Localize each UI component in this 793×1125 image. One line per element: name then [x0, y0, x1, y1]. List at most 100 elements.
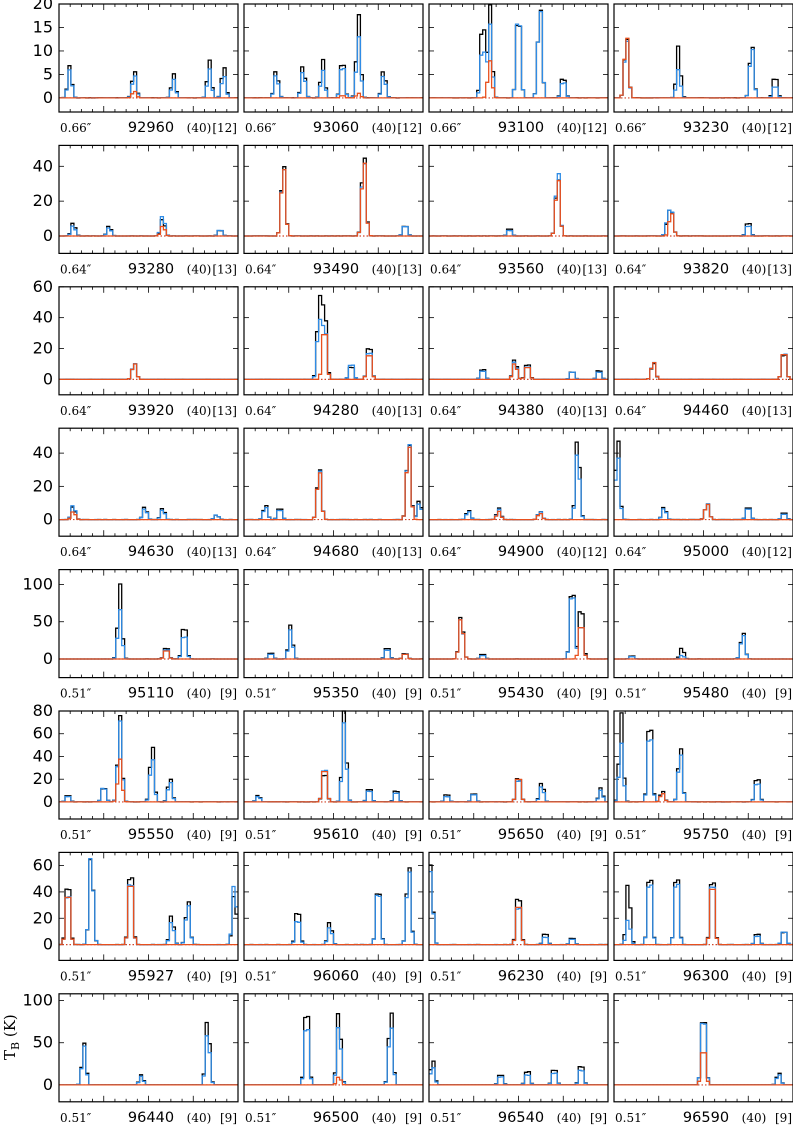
spectrum-series-black	[244, 157, 423, 237]
spectrum-series-blue	[244, 871, 423, 946]
y-tick-label: 20	[33, 476, 53, 495]
panel-frame	[58, 3, 239, 113]
index-label: [12]	[582, 121, 607, 135]
frequency-label: 93230	[683, 120, 729, 136]
y-tick-label: 50	[33, 612, 53, 631]
beam-label: 0.51″	[60, 1111, 92, 1125]
index-label: [13]	[397, 404, 422, 418]
frequency-label: 93920	[128, 403, 174, 419]
panel-frame	[613, 286, 793, 396]
frequency-label: 95610	[313, 827, 359, 843]
spectrum-series-red	[614, 37, 793, 99]
frequency-label: 94380	[498, 403, 544, 419]
spectrum-panel: 0.51″ 95550 (40) [9]	[58, 710, 239, 843]
index-label: [9]	[405, 1111, 422, 1125]
spectrum-series-blue	[59, 609, 238, 660]
spectrum-series-red	[614, 1052, 793, 1086]
frequency-label: 94280	[313, 403, 359, 419]
velocity-label: (40)	[187, 121, 212, 135]
panel-frame	[613, 710, 793, 820]
spectrum-series-red	[614, 793, 793, 803]
spectrum-series-black	[614, 209, 793, 237]
panel-frame	[428, 568, 609, 679]
index-label: [13]	[397, 262, 422, 276]
spectrum-series-black	[244, 710, 423, 803]
spectrum-series-black	[429, 864, 608, 946]
spectrum-series-blue	[244, 318, 423, 381]
y-tick-label: 20	[33, 339, 53, 358]
index-label: [9]	[590, 1111, 607, 1125]
spectrum-series-blue	[59, 1035, 238, 1086]
spectrum-panel: 0.51″ 95110 (40) [9]	[58, 568, 239, 702]
spectrum-series-blue	[59, 720, 238, 803]
beam-label: 0.64″	[615, 404, 647, 418]
spectrum-series-red	[59, 511, 238, 521]
spectrum-panel: 0.64″ 93280 (40) [13]	[58, 144, 239, 277]
spectrum-series-red	[614, 503, 793, 521]
spectrum-panel: 0.51″ 96540 (40) [9]	[428, 993, 609, 1125]
panel-frame	[428, 851, 609, 962]
spectrum-series-black	[244, 294, 423, 381]
y-tick-label: 0	[43, 369, 53, 388]
spectrum-series-red	[59, 650, 238, 660]
velocity-label: (40)	[557, 545, 582, 559]
y-tick-label: 0	[43, 226, 53, 245]
velocity-label: (40)	[187, 262, 212, 276]
y-tick-label: 20	[33, 769, 53, 788]
spectrum-series-blue	[59, 505, 238, 521]
panel-frame	[243, 144, 424, 254]
spectrum-series-black	[614, 1021, 793, 1086]
spectrum-series-red	[59, 758, 238, 803]
spectrum-series-red	[614, 213, 793, 237]
frequency-label: 95110	[128, 686, 174, 702]
y-tick-label: 40	[33, 443, 53, 462]
y-tick-label: 20	[33, 908, 53, 927]
y-tick-label: 60	[33, 856, 53, 875]
panel-frame	[613, 427, 793, 537]
frequency-label: 92960	[128, 120, 174, 136]
spectrum-panel: 0.51″ 95610 (40) [9]	[243, 710, 424, 843]
spectrum-series-red	[244, 334, 423, 381]
beam-label: 0.51″	[60, 828, 92, 842]
frequency-label: 96300	[683, 968, 729, 984]
spectrum-panel: 0.64″ 93820 (40) [13]	[613, 144, 793, 277]
index-label: [9]	[775, 687, 792, 701]
panel-frame	[243, 851, 424, 962]
frequency-label: 93280	[128, 261, 174, 277]
frequency-label: 94630	[128, 544, 174, 560]
spectrum-series-red	[429, 180, 608, 237]
spectrum-series-black	[59, 219, 238, 237]
panel-frame	[58, 568, 239, 679]
beam-label: 0.51″	[245, 687, 277, 701]
velocity-label: (40)	[742, 1111, 767, 1125]
spectrum-panel: 0.51″ 96300 (40) [9]	[613, 851, 793, 984]
panel-frame	[428, 427, 609, 537]
spectrum-series-red	[614, 354, 793, 381]
y-tick-label: 60	[33, 277, 53, 296]
velocity-label: (40)	[187, 969, 212, 983]
spectrum-series-blue	[614, 739, 793, 803]
spectrum-panel: 0.66″ 93060 (40) [12]	[243, 3, 424, 136]
panel-frame	[58, 427, 239, 537]
spectrum-panel: 0.51″ 95750 (40) [9]	[613, 710, 793, 843]
spectrum-series-red	[429, 510, 608, 521]
spectrum-series-blue	[59, 858, 238, 946]
index-label: [13]	[397, 545, 422, 559]
spectrum-panel: 0.64″ 93920 (40) [13]	[58, 286, 239, 419]
spectrum-panel: 0.51″ 95650 (40) [9]	[428, 710, 609, 843]
spectrum-series-blue	[429, 780, 608, 803]
index-label: [9]	[590, 687, 607, 701]
spectrum-series-red	[59, 363, 238, 381]
spectrum-panel: 0.51″ 95480 (40) [9]	[613, 568, 793, 702]
spectrum-series-black	[59, 583, 238, 660]
frequency-label: 96230	[498, 968, 544, 984]
y-tick-label: 10	[33, 41, 53, 60]
spectrum-series-blue	[59, 363, 238, 381]
velocity-label: (40)	[742, 404, 767, 418]
index-label: [9]	[775, 969, 792, 983]
velocity-label: (40)	[372, 1111, 397, 1125]
index-label: [9]	[220, 1111, 237, 1125]
velocity-label: (40)	[557, 404, 582, 418]
beam-label: 0.51″	[615, 828, 647, 842]
